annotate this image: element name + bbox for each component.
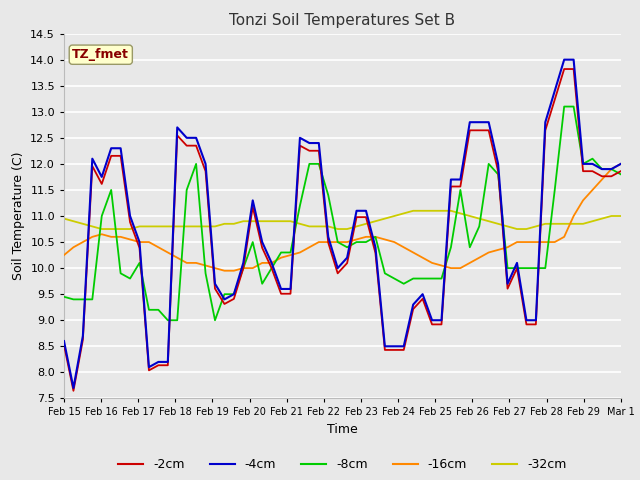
X-axis label: Time: Time: [327, 423, 358, 436]
Title: Tonzi Soil Temperatures Set B: Tonzi Soil Temperatures Set B: [229, 13, 456, 28]
Legend: -2cm, -4cm, -8cm, -16cm, -32cm: -2cm, -4cm, -8cm, -16cm, -32cm: [113, 453, 572, 476]
Text: TZ_fmet: TZ_fmet: [72, 48, 129, 61]
Y-axis label: Soil Temperature (C): Soil Temperature (C): [12, 152, 25, 280]
